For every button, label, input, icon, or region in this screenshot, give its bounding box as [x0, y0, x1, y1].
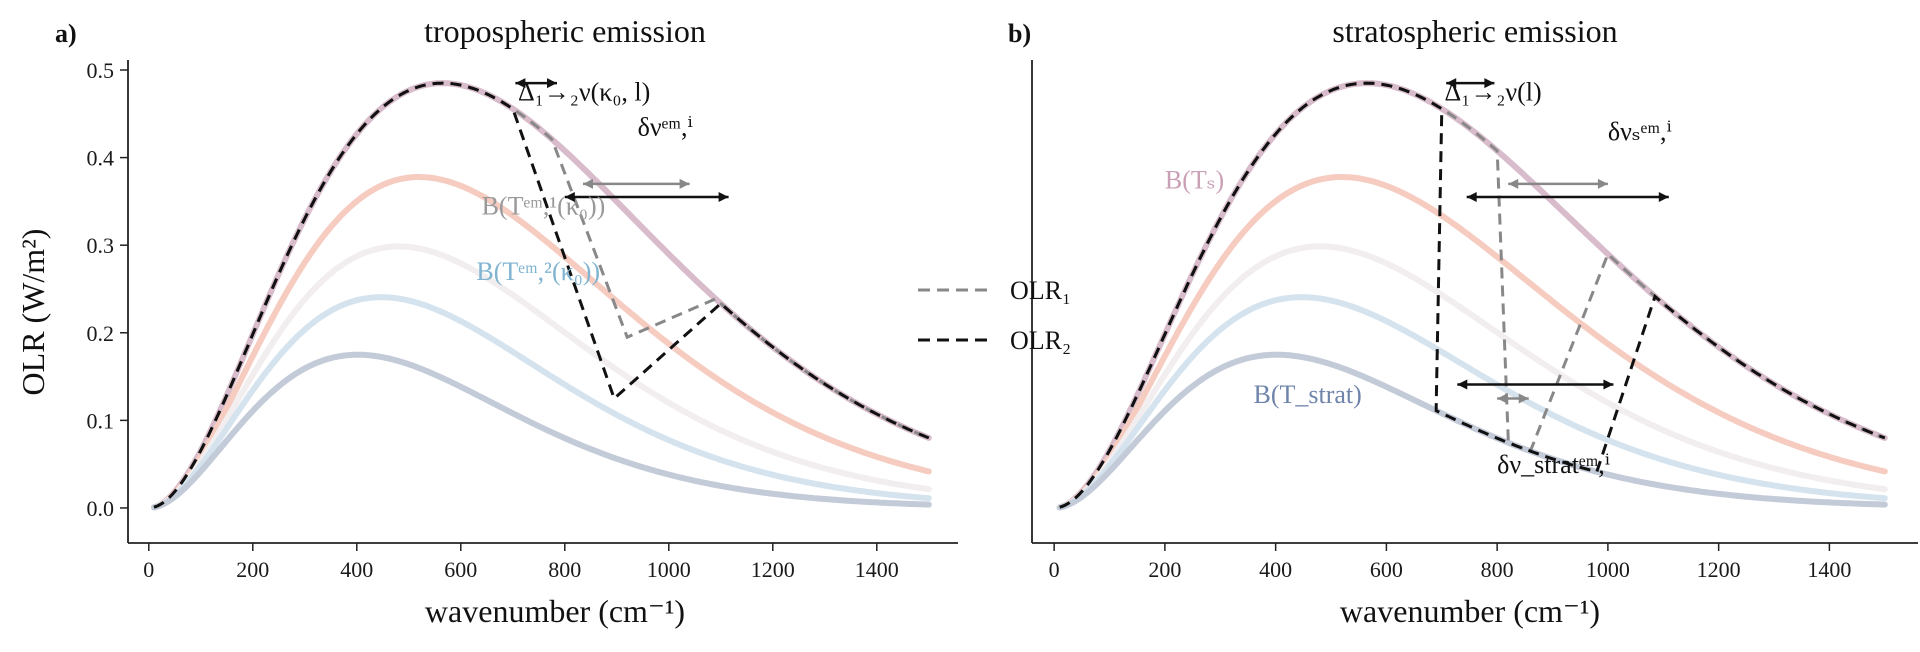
- planck-curve-245K: [1056, 243, 1888, 511]
- annotation-label: B(Tᵉᵐ,¹(κ₀)): [482, 192, 606, 221]
- x-tick-label: 600: [1370, 557, 1403, 582]
- x-tick-label: 400: [340, 557, 373, 582]
- double-arrow: [1466, 192, 1669, 203]
- panel-a-letter: a): [55, 19, 77, 48]
- x-tick-label: 400: [1259, 557, 1292, 582]
- y-tick-label: 0.3: [87, 233, 115, 258]
- double-arrow: [564, 192, 729, 203]
- x-tick-label: 0: [143, 557, 154, 582]
- planck-curve-265K: [1056, 174, 1888, 511]
- x-tick-label: 1400: [855, 557, 899, 582]
- x-tick-label: 800: [548, 557, 581, 582]
- x-tick-label: 1000: [647, 557, 691, 582]
- double-arrow: [583, 178, 690, 189]
- double-arrow: [1446, 78, 1495, 89]
- legend: OLR₁ OLR₂: [918, 276, 1071, 355]
- annotation-label: Δ₁→₂ν(κ₀, l): [518, 78, 650, 107]
- legend-label-olr1: OLR₁: [1010, 276, 1071, 305]
- planck-curve-265K: [151, 174, 932, 511]
- annotation-label: δνₛᵉᵐ,ⁱ: [1608, 117, 1672, 146]
- y-tick-label: 0.4: [87, 146, 115, 171]
- x-tick-label: 200: [236, 557, 269, 582]
- planck-curve-205K: [151, 351, 932, 511]
- panel-b-letter: b): [1008, 19, 1031, 48]
- x-tick-label: 1000: [1586, 557, 1630, 582]
- annotation-label: B(Tₛ): [1165, 165, 1224, 194]
- panel-b-title: stratospheric emission: [1332, 13, 1617, 49]
- x-axis-label-b: wavenumber (cm⁻¹): [1340, 593, 1600, 629]
- x-tick-label: 0: [1049, 557, 1060, 582]
- panel-b: 0 200 400 600 800 1000 1200 1400 Δ₁→₂ν(l) δνₛᵉᵐ,ⁱ…: [1031, 60, 1918, 582]
- planck-curve-228K: [151, 294, 932, 511]
- x-axis-label-a: wavenumber (cm⁻¹): [425, 593, 685, 629]
- legend-label-olr2: OLR₂: [1010, 326, 1071, 355]
- y-tick-label: 0.1: [87, 408, 115, 433]
- x-tick-label: 800: [1481, 557, 1514, 582]
- x-tick-label: 1400: [1807, 557, 1851, 582]
- x-tick-label: 600: [444, 557, 477, 582]
- olr-curve-2: [1059, 81, 1886, 509]
- panel-a-title: tropospheric emission: [424, 13, 706, 49]
- annotation-label: δν_stratᵉᵐ,ⁱ: [1497, 450, 1610, 479]
- y-tick-label: 0.2: [87, 321, 115, 346]
- annotation-label: δνᵉᵐ,ⁱ: [638, 113, 693, 142]
- double-arrow: [1508, 178, 1608, 189]
- double-arrow: [515, 78, 557, 89]
- planck-curve-205K: [1056, 351, 1888, 511]
- y-axis-label: OLR (W/m²): [15, 229, 51, 396]
- panel-a: 0 200 400 600 800 1000 1200 1400 0.0 0.1 0.2 0.3 0.4…: [87, 58, 958, 582]
- annotation-label: B(Tᵉᵐ,²(κ₀)): [476, 257, 600, 286]
- planck-curve-288K: [1056, 80, 1888, 511]
- planck-curve-228K: [1056, 294, 1888, 511]
- planck-curve-245K: [151, 243, 932, 511]
- y-tick-label: 0.0: [87, 496, 115, 521]
- planck-curve-288K: [151, 80, 932, 511]
- x-tick-label: 200: [1148, 557, 1181, 582]
- y-tick-label: 0.5: [87, 58, 115, 83]
- annotation-label: Δ₁→₂ν(l): [1445, 78, 1542, 107]
- x-tick-label: 1200: [751, 557, 795, 582]
- annotation-label: B(T_strat): [1254, 380, 1362, 409]
- double-arrow: [1497, 393, 1529, 404]
- x-tick-label: 1200: [1697, 557, 1741, 582]
- olr-curve-2: [153, 81, 930, 509]
- double-arrow: [1457, 379, 1614, 390]
